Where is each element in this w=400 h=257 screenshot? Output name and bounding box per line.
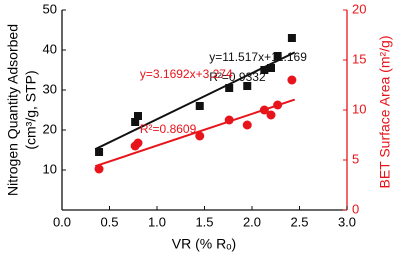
point — [95, 148, 104, 156]
point — [259, 105, 269, 115]
annotation: y=11.517x+11.169 — [209, 50, 307, 64]
point — [134, 112, 142, 120]
annotation: R²=0.8609 — [140, 122, 197, 136]
point — [267, 64, 275, 72]
point — [131, 118, 140, 126]
x-tick-label: 0.5 — [100, 214, 118, 229]
x-tick-label: 1.5 — [195, 214, 213, 229]
y2-tick-label: 15 — [352, 51, 366, 66]
point — [133, 138, 143, 148]
point — [287, 34, 296, 42]
y2-axis-label: BET Surface Area (m²/g) — [377, 35, 393, 188]
point — [287, 75, 297, 85]
y-axis-label: Nitrogen Quantity Adsorbed — [5, 24, 21, 196]
point — [260, 66, 269, 74]
y-tick-label: 50 — [43, 1, 57, 16]
y2-tick-label: 5 — [352, 151, 359, 166]
x-tick-label: 2.0 — [243, 214, 261, 229]
point — [266, 110, 276, 120]
y2-tick-label: 0 — [352, 201, 359, 216]
point — [273, 100, 283, 110]
x-tick-label: 3.0 — [338, 214, 356, 229]
x-tick-label: 1.0 — [148, 214, 166, 229]
point — [195, 131, 205, 141]
point — [242, 120, 252, 130]
y-tick-label: 10 — [43, 161, 57, 176]
y-tick-label: 30 — [43, 81, 57, 96]
y2-tick-label: 20 — [352, 1, 366, 16]
y-tick-label: 20 — [43, 121, 57, 136]
y-tick-label: 40 — [43, 41, 57, 56]
point — [195, 102, 204, 110]
annotation: y=3.1692x+3.274 — [140, 67, 233, 81]
point — [225, 84, 234, 92]
point — [94, 164, 104, 174]
x-tick-label: 0.0 — [53, 214, 71, 229]
y2-tick-label: 10 — [352, 101, 366, 116]
point — [273, 52, 282, 60]
x-tick-label: 2.5 — [290, 214, 308, 229]
x-axis-label: VR (% Rₒ) — [172, 236, 236, 252]
point — [224, 115, 234, 125]
annotation: R²=0.9332 — [209, 70, 266, 84]
point — [243, 82, 252, 90]
y-axis-label: (cm³/g, STP) — [23, 70, 39, 149]
